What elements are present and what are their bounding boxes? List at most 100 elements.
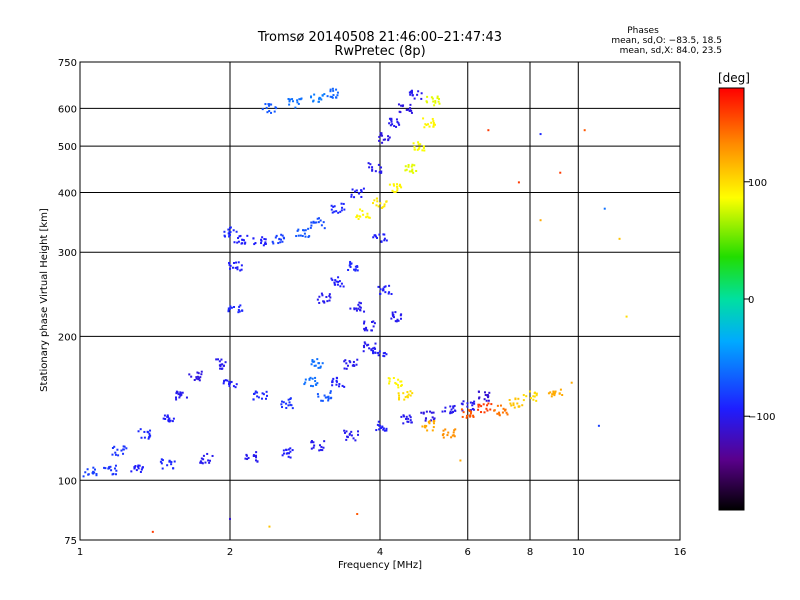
data-point — [357, 433, 360, 436]
data-point — [292, 100, 295, 103]
data-point — [454, 428, 457, 431]
data-point — [385, 200, 388, 203]
data-point — [431, 117, 434, 120]
data-point — [164, 417, 167, 420]
data-point — [104, 467, 107, 470]
data-point — [432, 125, 435, 128]
chart-title: Tromsø 20140508 21:46:00–21:47:43 — [257, 30, 502, 45]
data-point — [334, 283, 337, 286]
data-point — [308, 378, 311, 381]
data-point — [228, 230, 231, 233]
data-point — [115, 469, 118, 472]
data-point — [108, 466, 111, 469]
data-point — [407, 164, 410, 167]
data-point — [320, 445, 323, 448]
data-point — [240, 268, 243, 271]
data-point — [271, 240, 274, 243]
data-point — [406, 420, 409, 423]
data-point — [254, 242, 257, 245]
data-point — [399, 380, 402, 383]
data-point — [373, 199, 376, 202]
data-point — [278, 238, 281, 241]
data-point — [82, 475, 85, 478]
data-point — [92, 470, 95, 473]
data-point — [287, 97, 290, 100]
data-point — [208, 461, 211, 464]
data-point — [233, 241, 236, 244]
data-point — [493, 409, 496, 412]
data-point — [432, 100, 435, 103]
data-point — [226, 379, 229, 382]
data-point — [215, 358, 218, 361]
data-point — [329, 90, 332, 93]
data-point — [407, 165, 410, 168]
data-point — [533, 391, 536, 394]
data-point — [348, 433, 351, 436]
data-point — [429, 419, 432, 422]
data-point — [411, 392, 414, 395]
data-point — [263, 238, 266, 241]
data-point — [170, 463, 173, 466]
data-point — [397, 319, 400, 322]
data-point — [450, 436, 453, 439]
data-point — [499, 404, 502, 407]
y-tick-label: 400 — [58, 188, 77, 199]
data-point — [405, 415, 408, 418]
x-tick-label: 2 — [227, 547, 233, 558]
data-point — [255, 456, 258, 459]
data-point — [320, 292, 323, 295]
data-point — [202, 454, 205, 457]
data-point — [260, 238, 263, 241]
data-point — [319, 219, 322, 222]
data-point — [228, 261, 231, 264]
data-point — [430, 411, 433, 414]
data-point — [135, 469, 138, 472]
data-point — [328, 295, 331, 298]
data-point — [262, 393, 265, 396]
data-point — [363, 320, 366, 323]
data-point — [193, 378, 196, 381]
data-point — [298, 98, 301, 101]
data-point — [109, 465, 112, 468]
data-point — [322, 446, 325, 449]
data-point — [161, 467, 164, 470]
data-point — [418, 146, 421, 149]
data-point — [408, 91, 411, 94]
data-point — [343, 208, 346, 211]
data-point — [380, 171, 383, 174]
data-point — [363, 310, 366, 313]
data-point — [459, 459, 462, 462]
data-point — [199, 461, 202, 464]
data-point — [378, 424, 381, 427]
data-point — [553, 394, 556, 397]
y-axis-label: Stationary phase Virtual Height [km] — [39, 208, 50, 392]
data-point — [356, 269, 359, 272]
data-point — [335, 96, 338, 99]
data-point — [236, 266, 239, 269]
data-point — [139, 470, 142, 473]
data-point — [398, 394, 401, 397]
data-point — [264, 238, 267, 241]
y-tick-label: 300 — [58, 248, 77, 259]
data-point — [170, 461, 173, 464]
data-point — [136, 465, 139, 468]
data-point — [336, 94, 339, 97]
data-point — [113, 467, 116, 470]
data-point — [163, 414, 166, 417]
data-point — [549, 391, 552, 394]
data-point — [381, 426, 384, 429]
data-point — [552, 391, 555, 394]
data-point — [151, 530, 154, 533]
data-point — [134, 465, 137, 468]
data-point — [382, 428, 385, 431]
data-point — [449, 405, 452, 408]
data-point — [376, 200, 379, 203]
data-point — [329, 88, 332, 91]
data-point — [330, 208, 333, 211]
data-point — [291, 449, 294, 452]
data-point — [380, 207, 383, 210]
data-point — [426, 95, 429, 98]
data-point — [222, 382, 225, 385]
data-point — [285, 406, 288, 409]
data-point — [539, 133, 542, 136]
